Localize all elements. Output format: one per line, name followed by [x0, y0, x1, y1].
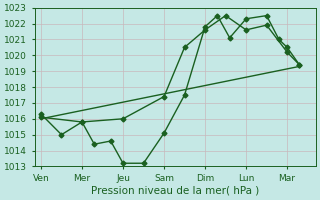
X-axis label: Pression niveau de la mer( hPa ): Pression niveau de la mer( hPa )	[91, 186, 260, 196]
